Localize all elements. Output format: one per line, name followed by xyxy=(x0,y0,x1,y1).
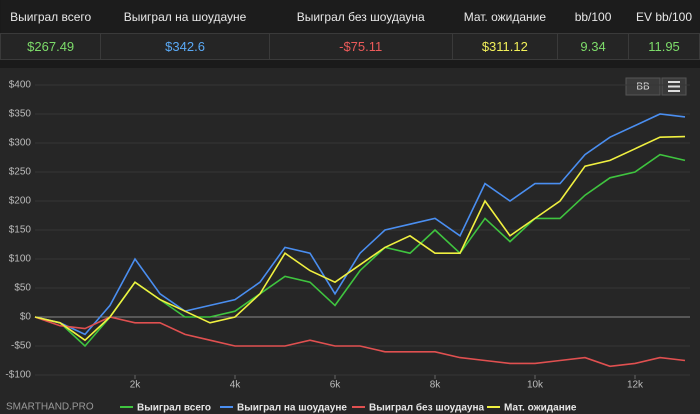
legend-label[interactable]: Выиграл на шоудауне xyxy=(237,403,347,414)
y-tick-label: $0 xyxy=(20,312,32,323)
stat-header: Выиграл на шоудауне xyxy=(100,0,270,34)
x-tick-label: 8k xyxy=(430,380,442,391)
y-tick-label: $50 xyxy=(14,283,31,294)
y-tick-label: $200 xyxy=(9,196,32,207)
stat-value: 11.95 xyxy=(628,33,700,60)
y-tick-label: $150 xyxy=(9,225,32,236)
stat-value: $311.12 xyxy=(451,33,559,60)
series-line xyxy=(34,113,686,336)
y-tick-label: $350 xyxy=(9,109,32,120)
stat-header: bb/100 xyxy=(557,0,629,34)
stat-header: Выиграл всего xyxy=(0,0,101,34)
legend-label[interactable]: Выиграл без шоудауна xyxy=(369,402,484,414)
y-tick-label: -$50 xyxy=(11,341,31,352)
y-tick-label: $300 xyxy=(9,138,32,149)
menu-icon[interactable] xyxy=(668,81,680,92)
stat-value: -$75.11 xyxy=(268,33,453,60)
bb-button-label[interactable]: BB xyxy=(636,82,650,93)
x-tick-label: 10k xyxy=(527,380,544,391)
x-tick-label: 6k xyxy=(330,380,342,391)
legend-label[interactable]: Выиграл всего xyxy=(137,403,211,414)
stat-header: Мат. ожидание xyxy=(452,0,558,34)
stat-header: Выиграл без шоудауна xyxy=(269,0,453,34)
x-tick-label: 4k xyxy=(230,380,242,391)
logo: SMARTHAND.PRO xyxy=(6,402,94,413)
chart-panel xyxy=(0,68,700,414)
chart: BB SMARTHAND.PRO -$100 -$50 $0 $50 $100 $150 $… xyxy=(0,68,700,414)
stat-value: $342.6 xyxy=(100,33,270,60)
y-tick-label: $400 xyxy=(9,80,32,91)
stat-header: EV bb/100 xyxy=(628,0,700,34)
legend-label[interactable]: Мат. ожидание xyxy=(504,403,577,414)
y-tick-label: $100 xyxy=(9,254,32,265)
stat-value: $267.49 xyxy=(0,33,102,60)
stats-table: Выиграл всего Выиграл на шоудауне Выиграл … xyxy=(0,0,700,60)
series-line xyxy=(34,316,686,368)
header-row: Выиграл всего Выиграл на шоудауне Выиграл … xyxy=(0,0,700,34)
series-line xyxy=(34,135,686,342)
value-row: $267.49 $342.6 -$75.11 $311.12 9.34 11.95 xyxy=(0,33,700,60)
x-tick-label: 2k xyxy=(130,380,142,391)
stat-value: 9.34 xyxy=(557,33,630,60)
bb-button[interactable] xyxy=(625,77,661,96)
y-tick-label: $250 xyxy=(9,167,32,178)
y-tick-label: -$100 xyxy=(5,370,31,381)
x-tick-label: 12k xyxy=(627,380,644,391)
